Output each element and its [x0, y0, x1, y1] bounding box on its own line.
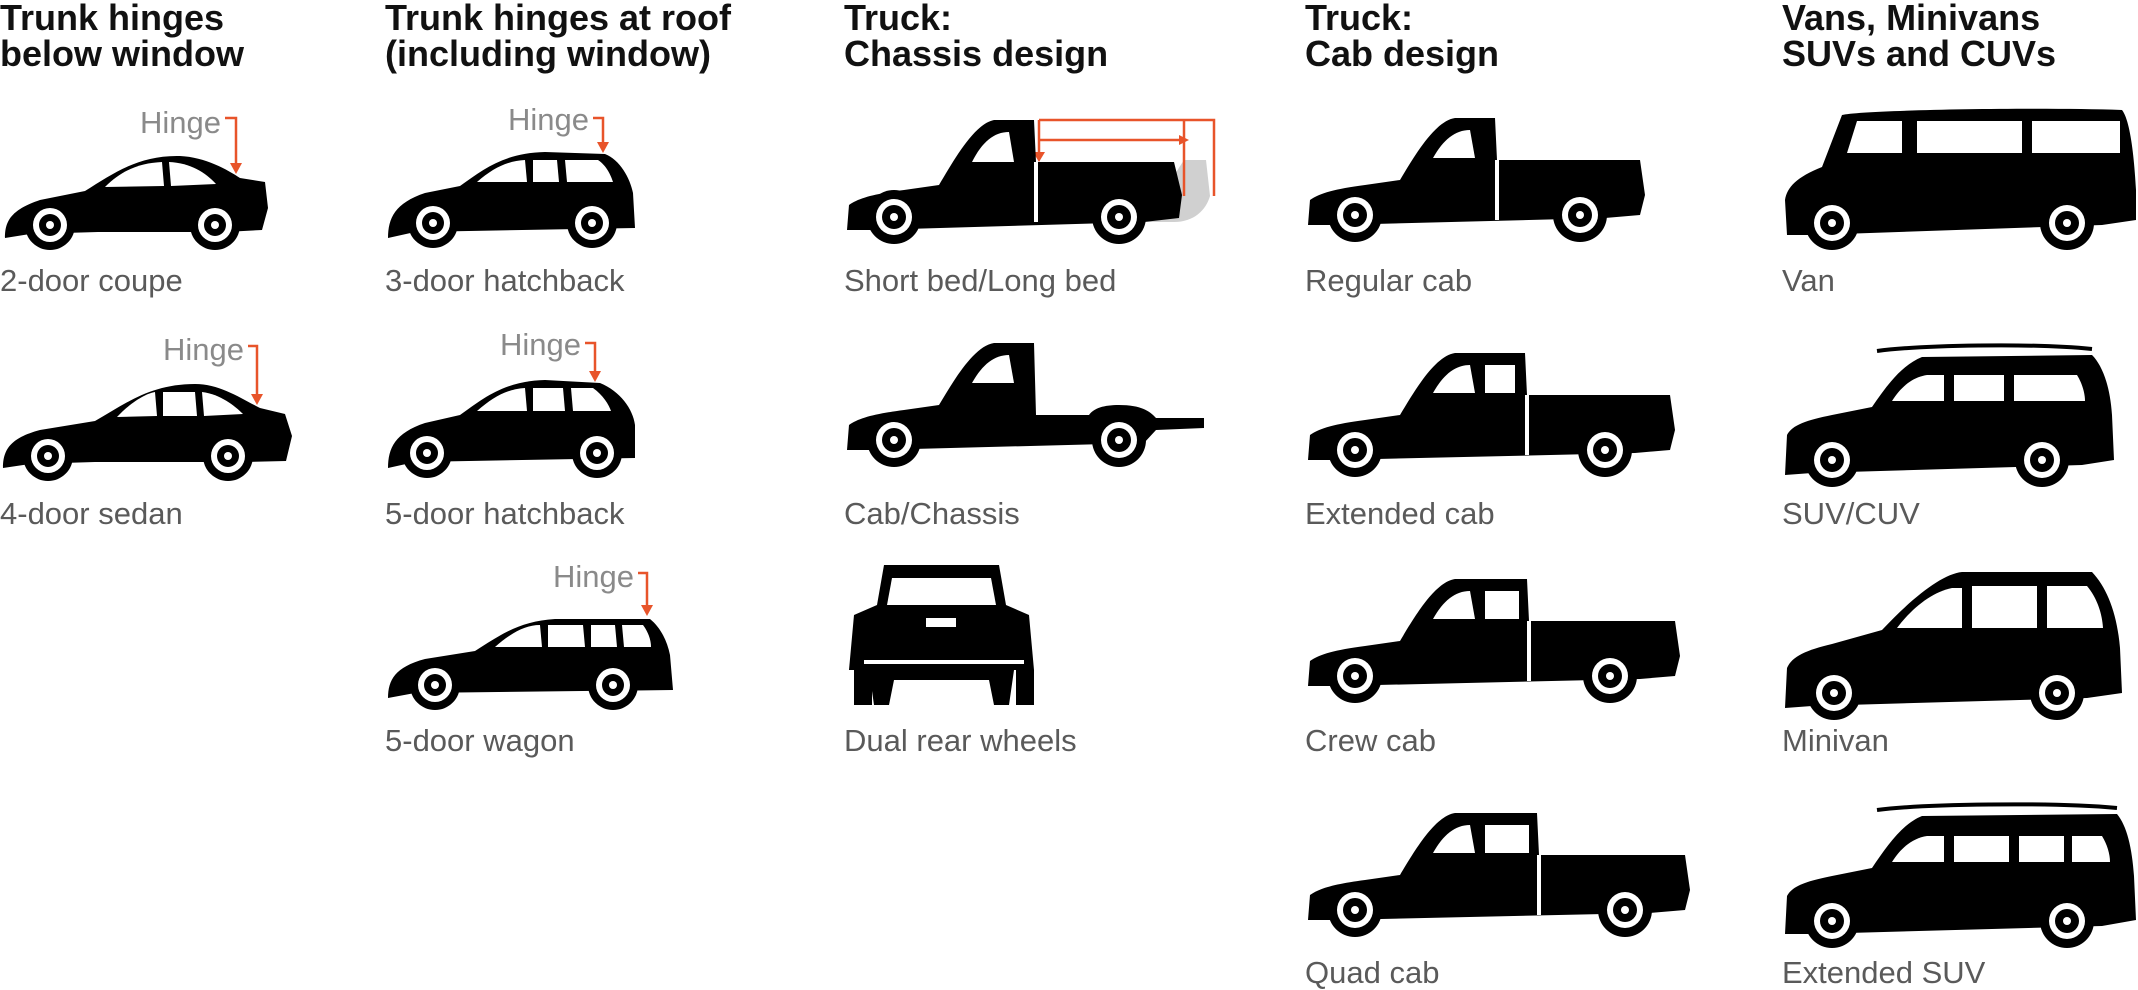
- bed-length-lines: [1037, 118, 1216, 196]
- bed-arrowhead: [1179, 135, 1189, 145]
- roof-rack: [1876, 343, 2093, 353]
- car-window: [105, 162, 164, 187]
- column-header: Vans, Minivans SUVs and CUVs: [1782, 0, 2057, 74]
- column-header: Trunk hinges at roof (including window): [385, 0, 732, 74]
- vehicle-item-van: [1782, 105, 2138, 255]
- vehicle-item-5-door-wagon: Hinge: [385, 555, 685, 710]
- vehicle-caption: 4-door sedan: [0, 496, 183, 531]
- hinge-arrowhead: [597, 142, 609, 153]
- vehicle-item-minivan: [1782, 568, 2138, 720]
- vehicle-caption: 2-door coupe: [0, 263, 183, 298]
- minivan-icon: [1785, 572, 2122, 720]
- column-header: Truck: Chassis design: [844, 0, 1109, 74]
- hinge-label: Hinge: [508, 102, 589, 137]
- vehicle-item-dual-rear-wheels: [844, 560, 1044, 710]
- column-truck-chassis: Truck: Chassis design Short bed/Long bed…: [844, 0, 1244, 990]
- vehicle-item-2-door-coupe: Hinge: [0, 100, 300, 250]
- vehicle-item-short-long-bed: [844, 100, 1224, 250]
- car-window: [169, 162, 216, 186]
- hinge-arrowhead: [589, 371, 601, 382]
- hinge-arrow: [225, 116, 238, 169]
- vehicle-item-3-door-hatchback: Hinge: [385, 98, 685, 248]
- hinge-label: Hinge: [553, 559, 634, 594]
- vehicle-item-extended-cab: [1305, 350, 1685, 490]
- hinge-arrowhead: [641, 605, 653, 616]
- hatchback-5-door-icon: Hinge: [388, 327, 635, 478]
- vehicle-caption: Minivan: [1782, 723, 1889, 758]
- dual-rear-wheels-icon: [849, 565, 1034, 705]
- cab-chassis-icon: [847, 343, 1204, 467]
- suv-icon: [1785, 343, 2114, 487]
- regular-cab-icon: [1308, 118, 1645, 242]
- truck-window: [972, 132, 1014, 162]
- hinge-arrow: [248, 344, 259, 400]
- truck-body: [1308, 579, 1680, 686]
- vehicle-item-regular-cab: [1305, 115, 1685, 255]
- vehicle-caption: Quad cab: [1305, 955, 1440, 990]
- hinge-arrowhead: [251, 394, 263, 405]
- column-trunk-below-window: Trunk hinges below window Hinge 2-door c…: [0, 0, 340, 990]
- rear-window: [887, 578, 996, 605]
- vehicle-item-suv: [1782, 335, 2138, 487]
- vehicle-item-5-door-hatchback: Hinge: [385, 325, 685, 478]
- vehicle-caption: Crew cab: [1305, 723, 1436, 758]
- wagon-icon: Hinge: [388, 559, 673, 710]
- vehicle-caption: Extended SUV: [1782, 955, 1986, 990]
- vehicle-item-extended-suv: [1782, 798, 2138, 948]
- van-icon: [1785, 108, 2136, 250]
- minivan-body: [1785, 572, 2122, 708]
- vehicle-caption: Extended cab: [1305, 496, 1495, 531]
- vehicle-item-4-door-sedan: Hinge: [0, 328, 300, 481]
- column-header: Truck: Cab design: [1305, 0, 1500, 74]
- vehicle-item-crew-cab: [1305, 576, 1685, 716]
- quad-cab-icon: [1308, 813, 1690, 937]
- vehicle-caption: Cab/Chassis: [844, 496, 1020, 531]
- extended-suv-icon: [1785, 802, 2136, 948]
- vehicle-caption: Regular cab: [1305, 263, 1473, 298]
- license-plate: [926, 618, 956, 627]
- hinge-arrow: [638, 571, 649, 611]
- hinge-arrowhead: [230, 163, 242, 174]
- vehicle-caption: 5-door wagon: [385, 723, 575, 758]
- crew-cab-icon: [1308, 579, 1680, 703]
- vehicle-caption: Short bed/Long bed: [844, 263, 1117, 298]
- vehicle-item-cab-chassis: [844, 340, 1224, 480]
- extended-cab-icon: [1308, 353, 1675, 477]
- truck-body: [1308, 813, 1690, 920]
- column-vans-suvs: Vans, Minivans SUVs and CUVs Van SUV/CUV: [1782, 0, 2138, 990]
- vehicle-caption: SUV/CUV: [1782, 496, 1920, 531]
- column-truck-cab: Truck: Cab design Regular cab Extended c…: [1305, 0, 1725, 990]
- truck-body: [1308, 353, 1675, 460]
- vehicle-item-quad-cab: [1305, 810, 1690, 950]
- hinge-arrow: [593, 116, 605, 148]
- vehicle-caption: 5-door hatchback: [385, 496, 625, 531]
- vehicle-caption: Van: [1782, 263, 1835, 298]
- hinge-arrow: [585, 341, 597, 377]
- column-header: Trunk hinges below window: [0, 0, 244, 74]
- coupe-icon: Hinge: [5, 105, 268, 250]
- bed-arrowhead: [1033, 152, 1045, 162]
- pickup-bed-length-icon: [847, 118, 1216, 244]
- column-trunk-at-roof: Trunk hinges at roof (including window) …: [385, 0, 805, 990]
- vehicle-caption: Dual rear wheels: [844, 723, 1077, 758]
- sedan-icon: Hinge: [3, 332, 292, 481]
- hinge-label: Hinge: [140, 105, 221, 140]
- hatchback-3-door-icon: Hinge: [388, 102, 635, 248]
- vehicle-caption: 3-door hatchback: [385, 263, 625, 298]
- hinge-label: Hinge: [163, 332, 244, 367]
- roof-rack: [1876, 802, 2118, 812]
- hinge-label: Hinge: [500, 327, 581, 362]
